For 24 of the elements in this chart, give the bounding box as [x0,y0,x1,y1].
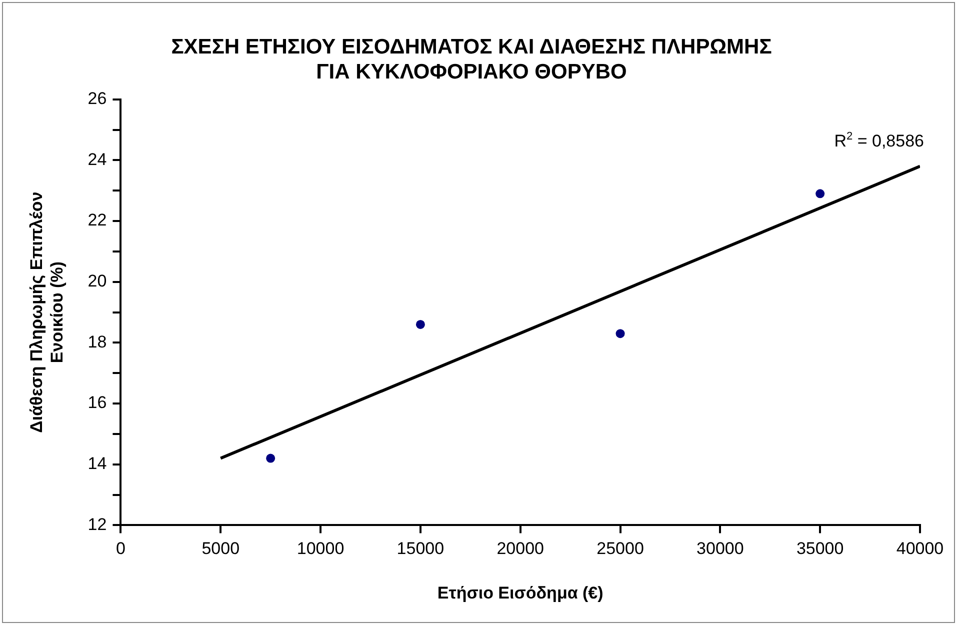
point [416,320,425,329]
y-tick-label: 16 [88,393,107,412]
y-tick-label: 14 [88,454,107,474]
y-tick-label: 12 [88,514,107,534]
x-tick-label: 15000 [396,539,444,558]
x-tick-label: 0 [116,539,126,558]
x-tick-label: 20000 [496,539,544,558]
chart-title: ΣΧΕΣΗ ΕΤΗΣΙΟΥ ΕΙΣΟΔΗΜΑΤΟΣ ΚΑΙ ΔΙΑΘΕΣΗΣ ΠΛΗΡΩΜΗΣ ΓΙΑ ΚΥΚΛΟΦΟΡΙΑΚΟ ΘΟΡΥΒΟ [171,35,772,84]
point [616,329,625,338]
x-tick-label: 10000 [296,539,344,558]
y-tick-label: 24 [88,150,107,169]
point [266,454,276,463]
x-tick-label: 5000 [202,539,240,558]
x-tick-label: 25000 [596,539,644,558]
y-tick-label: 20 [88,272,107,291]
x-axis-title: Ετήσιο Εισόδημα (€) [437,583,604,602]
y-tick-label: 18 [88,332,107,352]
point [816,189,825,198]
x-tick-label: 35000 [796,539,844,558]
x-tick-label: 30000 [696,539,744,558]
y-axis-title: Διάθεση Πληρωμής Επιπλέον Ενοικίου (%) [26,192,66,433]
y-tick-label: 26 [88,89,107,108]
x-tick-label: 40000 [896,539,944,558]
y-tick-label: 22 [88,210,107,230]
